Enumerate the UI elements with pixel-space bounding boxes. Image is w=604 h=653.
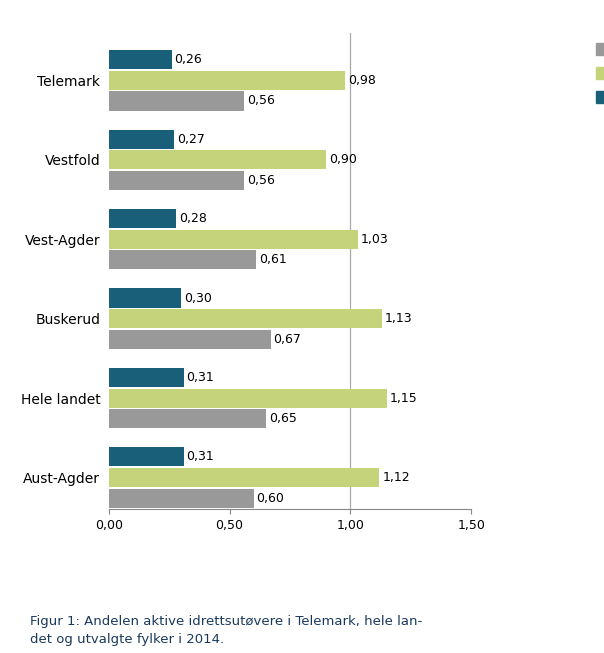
Text: 0,67: 0,67 [274,333,301,346]
Bar [109,289,181,308]
Bar [109,447,184,466]
Text: 0,30: 0,30 [184,291,212,304]
Bar [109,389,387,407]
Text: 0,65: 0,65 [269,412,297,425]
Text: 0,60: 0,60 [257,492,284,505]
Bar [109,409,266,428]
Text: 1,13: 1,13 [385,312,413,325]
Text: 1,03: 1,03 [361,232,388,246]
Bar [109,230,358,249]
Text: 0,56: 0,56 [247,174,275,187]
Bar [109,488,254,508]
Bar [109,309,382,328]
Text: 0,56: 0,56 [247,95,275,108]
Text: 0,27: 0,27 [177,133,205,146]
Bar [109,330,271,349]
Text: 0,61: 0,61 [259,253,287,266]
Text: 0,31: 0,31 [187,451,214,464]
Text: 0,26: 0,26 [175,53,202,66]
Bar [109,171,244,190]
Bar [109,250,256,270]
Bar [109,91,244,110]
Bar [109,71,345,90]
Text: 0,31: 0,31 [187,371,214,384]
Text: 0,98: 0,98 [349,74,376,87]
Text: 0,28: 0,28 [179,212,207,225]
Bar [109,368,184,387]
Legend: 13-19 år, 6-12 år, Alle aldre: 13-19 år, 6-12 år, Alle aldre [592,39,604,108]
Text: 1,12: 1,12 [382,471,410,484]
Bar [109,129,174,149]
Bar [109,150,326,169]
Bar [109,209,176,228]
Text: 0,90: 0,90 [329,153,357,167]
Bar [109,468,379,487]
Text: Figur 1: Andelen aktive idrettsutøvere i Telemark, hele lan-
det og utvalgte fyl: Figur 1: Andelen aktive idrettsutøvere i… [30,616,422,646]
Text: 1,15: 1,15 [390,392,417,405]
Bar [109,50,172,69]
